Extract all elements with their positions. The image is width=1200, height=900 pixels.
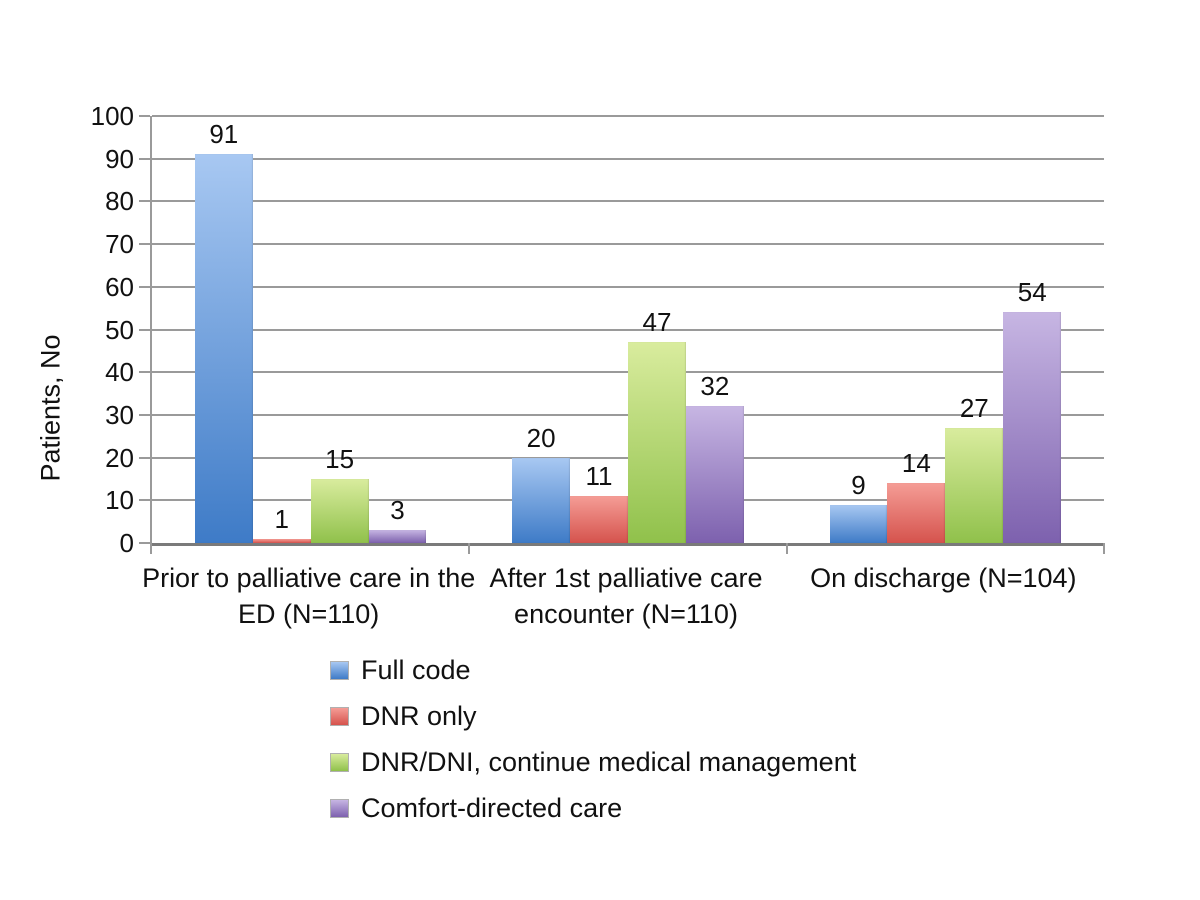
legend-item-comfort-directed-care: Comfort-directed care — [330, 785, 856, 831]
y-axis-tick-label: 70 — [105, 229, 134, 260]
bar-dnr-dni-continue-medical-management — [310, 478, 369, 543]
y-axis-tick-label: 40 — [105, 357, 134, 388]
legend: Full code DNR only DNR/DNI, continue medic… — [330, 647, 856, 831]
legend-item-dnr-dni-continue-medical-management: DNR/DNI, continue medical management — [330, 739, 856, 785]
bar-value-label: 27 — [959, 392, 989, 423]
bar-value-label: 47 — [642, 307, 672, 338]
y-axis-tick — [139, 413, 150, 416]
gridline — [152, 285, 1104, 288]
legend-label: Comfort-directed care — [361, 792, 623, 823]
legend-label: DNR only — [361, 700, 477, 731]
x-axis-category-label: Prior to palliative care in the ED (N=11… — [142, 563, 476, 629]
bar-comfort-directed-care — [368, 530, 427, 543]
y-axis-tick-label: 80 — [105, 186, 134, 217]
bar-value-label: 15 — [325, 443, 355, 474]
x-axis-category-label: After 1st palliative care encounter (N=1… — [489, 563, 763, 629]
bar-comfort-directed-care — [685, 406, 744, 543]
bar-value-label: 91 — [209, 119, 239, 150]
legend-item-full-code: Full code — [330, 647, 856, 693]
y-axis-tick — [139, 115, 150, 117]
y-axis-tick-label: 20 — [105, 442, 134, 473]
x-axis-tick — [785, 543, 788, 554]
y-axis-tick — [139, 456, 150, 459]
bar-value-label: 1 — [274, 503, 289, 534]
legend-swatch-comfort-directed-care — [330, 798, 349, 818]
y-axis-tick — [139, 328, 150, 331]
bar-value-label: 14 — [901, 448, 931, 479]
bar-full-code — [512, 457, 571, 543]
y-axis-tick-label: 90 — [105, 143, 134, 174]
y-axis-tick-label: 30 — [105, 399, 134, 430]
y-axis-tick-label: 50 — [105, 314, 134, 345]
legend-item-dnr-only: DNR only — [330, 693, 856, 739]
gridline — [152, 243, 1104, 246]
x-axis-tick — [468, 543, 471, 554]
bar-dnr-only — [252, 538, 311, 543]
y-axis-tick — [139, 243, 150, 246]
plot-area: 91 1 15 3 20 11 47 32 9 14 27 54 — [150, 115, 1105, 554]
gridline — [152, 328, 1104, 331]
bar-full-code — [194, 154, 253, 543]
y-axis-tick — [139, 542, 150, 544]
legend-label: DNR/DNI, continue medical management — [361, 746, 857, 777]
gridline — [152, 115, 1104, 117]
x-axis-tick — [1103, 543, 1105, 554]
gridline — [152, 200, 1104, 203]
y-axis-tick-label: 60 — [105, 271, 134, 302]
bar-value-label: 3 — [390, 495, 405, 526]
legend-swatch-full-code — [330, 660, 349, 680]
bar-dnr-dni-continue-medical-management — [945, 427, 1004, 543]
y-axis-tick-label: 100 — [90, 101, 134, 131]
y-axis-tick-label: 10 — [105, 485, 134, 516]
legend-label: Full code — [361, 654, 471, 685]
bar-dnr-dni-continue-medical-management — [628, 342, 686, 543]
y-axis-tick — [139, 371, 150, 374]
bar-value-label: 20 — [526, 422, 556, 453]
bar-value-label: 32 — [700, 371, 730, 402]
x-axis-category-label: On discharge (N=104) — [810, 563, 1077, 593]
y-axis-tick — [139, 200, 150, 203]
bar-dnr-only — [887, 483, 946, 543]
bar-value-label: 11 — [585, 461, 613, 492]
bar-dnr-only — [570, 496, 628, 543]
bar-comfort-directed-care — [1003, 312, 1062, 543]
x-axis-tick — [150, 543, 152, 554]
y-axis-tick — [139, 285, 150, 288]
y-axis-tick — [139, 157, 150, 160]
legend-swatch-dnr-only — [330, 706, 349, 726]
legend-swatch-dnr-dni-continue-medical-management — [330, 752, 349, 772]
y-axis-tick — [139, 499, 150, 502]
gridline — [152, 157, 1104, 160]
bar-full-code — [829, 504, 888, 543]
bar-value-label: 54 — [1017, 277, 1047, 308]
y-axis-tick-label: 0 — [119, 528, 134, 558]
bar-value-label: 9 — [851, 469, 866, 500]
